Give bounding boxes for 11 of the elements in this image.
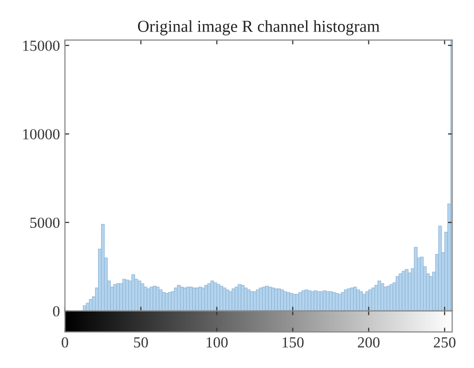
- x-tick-label: 250: [434, 337, 456, 348]
- y-tick-label: 10000: [23, 129, 60, 140]
- x-tick-label: 200: [358, 337, 380, 348]
- x-tick-label: 0: [62, 337, 68, 348]
- y-tick-label: 5000: [30, 218, 60, 228]
- y-tick-label: 15000: [23, 40, 60, 51]
- x-tick-label: 50: [134, 337, 148, 348]
- chart-title: Original image R channel histogram: [138, 20, 380, 36]
- y-tick-label: 0: [53, 306, 60, 316]
- x-tick-label: 150: [282, 337, 304, 348]
- x-tick-label: 100: [206, 337, 228, 348]
